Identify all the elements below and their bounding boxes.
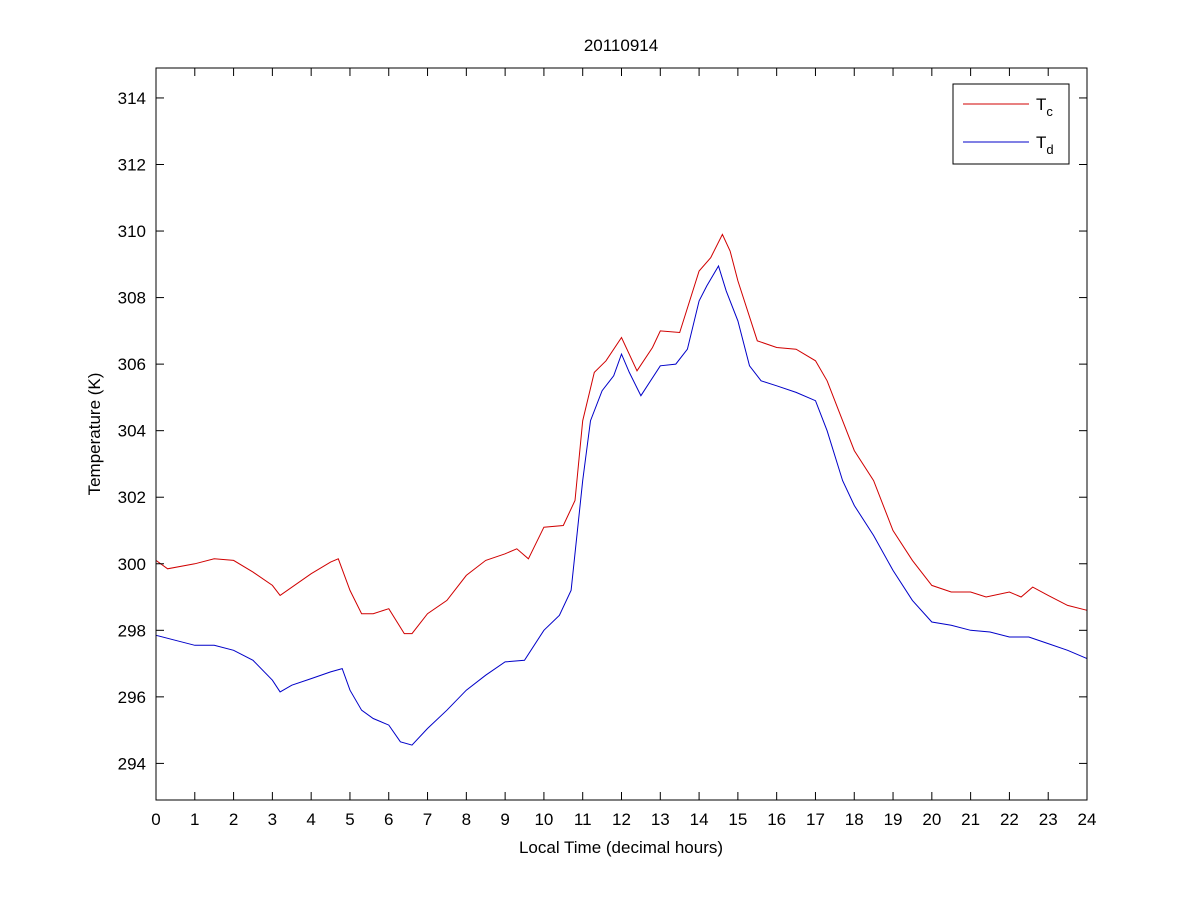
series-line-td bbox=[155, 264, 1088, 746]
x-tick-label: 7 bbox=[423, 810, 432, 829]
x-tick-label: 15 bbox=[728, 810, 747, 829]
x-tick-label: 24 bbox=[1078, 810, 1097, 829]
x-tick-label: 13 bbox=[651, 810, 670, 829]
x-tick-label: 21 bbox=[961, 810, 980, 829]
legend-label-td: Td bbox=[1036, 133, 1054, 157]
x-tick-label: 14 bbox=[690, 810, 709, 829]
y-tick-label: 314 bbox=[118, 89, 146, 108]
legend-box bbox=[952, 83, 1070, 165]
x-tick-label: 5 bbox=[345, 810, 354, 829]
x-tick-label: 8 bbox=[462, 810, 471, 829]
x-tick-label: 4 bbox=[306, 810, 315, 829]
x-tick-label: 18 bbox=[845, 810, 864, 829]
series-layer bbox=[155, 233, 1088, 746]
legend-label-tc: Tc bbox=[1036, 95, 1053, 119]
y-tick-label: 294 bbox=[118, 754, 146, 773]
y-tick-label: 304 bbox=[118, 422, 146, 441]
y-tick-label: 296 bbox=[118, 688, 146, 707]
y-tick-label: 312 bbox=[118, 155, 146, 174]
y-axis-label: Temperature (K) bbox=[85, 373, 104, 496]
x-tick-label: 11 bbox=[574, 810, 592, 829]
x-tick-label: 1 bbox=[190, 810, 199, 829]
x-tick-label: 2 bbox=[229, 810, 238, 829]
x-tick-label: 22 bbox=[1000, 810, 1019, 829]
x-tick-label: 10 bbox=[534, 810, 553, 829]
series-line-tc bbox=[155, 233, 1088, 635]
y-tick-label: 310 bbox=[118, 222, 146, 241]
x-tick-label: 3 bbox=[268, 810, 277, 829]
y-tick-label: 302 bbox=[118, 488, 146, 507]
x-tick-label: 23 bbox=[1039, 810, 1058, 829]
x-tick-label: 0 bbox=[151, 810, 160, 829]
x-axis-label: Local Time (decimal hours) bbox=[519, 838, 723, 857]
y-tick-label: 306 bbox=[118, 355, 146, 374]
y-tick-label: 308 bbox=[118, 289, 146, 308]
x-tick-label: 20 bbox=[922, 810, 941, 829]
x-tick-label: 16 bbox=[767, 810, 786, 829]
legend: Tc Td bbox=[952, 83, 1070, 165]
axis-ticks: 0 1 2 3 4 5 6 7 8 9 10 11 12 13 14 15 16 17 18 19 20 21 22 23 24… bbox=[118, 68, 1097, 829]
x-tick-label: 12 bbox=[612, 810, 631, 829]
x-tick-label: 6 bbox=[384, 810, 393, 829]
x-tick-label: 19 bbox=[884, 810, 903, 829]
x-tick-label: 17 bbox=[806, 810, 825, 829]
x-tick-label: 9 bbox=[500, 810, 509, 829]
y-tick-label: 300 bbox=[118, 555, 146, 574]
y-tick-label: 298 bbox=[118, 621, 146, 640]
plot-area-frame bbox=[155, 67, 1088, 801]
chart-title: 20110914 bbox=[584, 36, 658, 55]
